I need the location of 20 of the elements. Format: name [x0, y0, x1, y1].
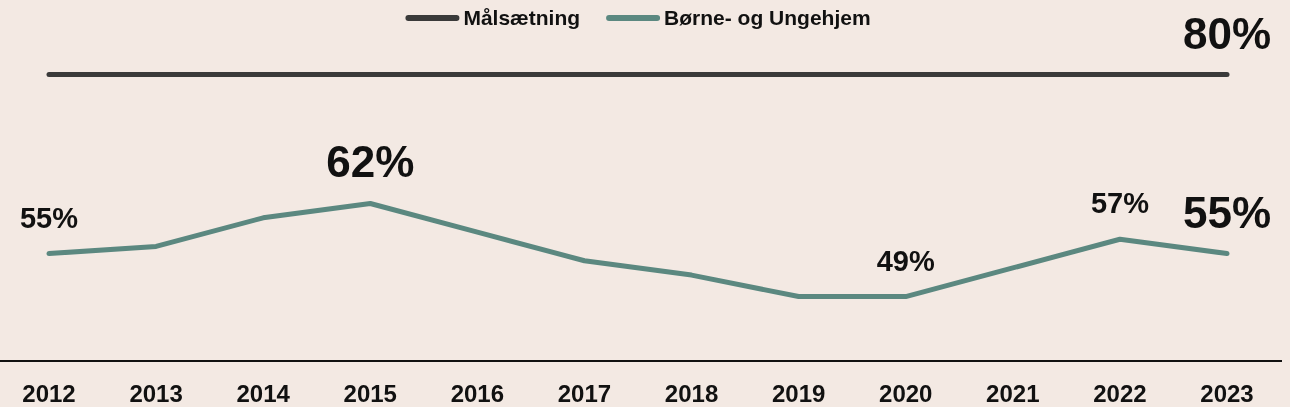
x-tick-label: 2023 [1200, 380, 1254, 407]
x-tick-label: 2017 [557, 380, 612, 407]
x-tick-label: 2019 [771, 380, 826, 407]
legend-label: Målsætning [463, 6, 581, 29]
x-tick-label: 2018 [664, 380, 719, 407]
x-tick-label: 2020 [879, 380, 933, 407]
data-label: 80% [1182, 8, 1272, 58]
x-tick-label: 2022 [1093, 380, 1147, 407]
x-tick-label: 2015 [343, 380, 397, 407]
data-label: 55% [1182, 187, 1272, 237]
x-tick-label: 2021 [986, 380, 1040, 407]
legend-label: Børne- og Ungehjem [664, 6, 871, 29]
x-tick-label: 2014 [236, 380, 291, 407]
data-label: 62% [326, 137, 415, 187]
x-tick-label: 2013 [129, 380, 183, 407]
x-tick-label: 2016 [450, 380, 505, 407]
data-label: 55% [19, 201, 79, 234]
data-label: 57% [1090, 187, 1150, 220]
x-tick-label: 2012 [22, 380, 76, 407]
data-label: 49% [876, 244, 935, 277]
